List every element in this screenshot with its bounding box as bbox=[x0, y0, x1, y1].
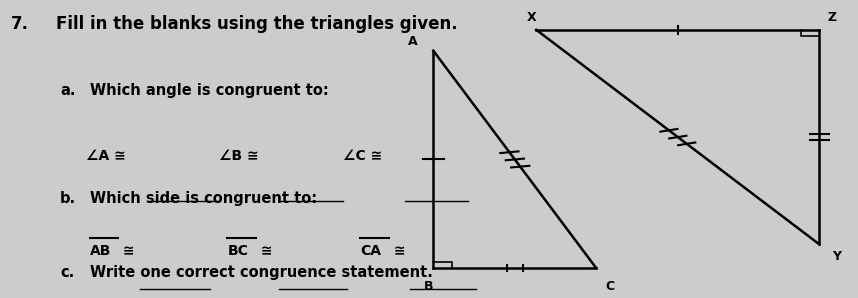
Text: AB: AB bbox=[90, 244, 112, 258]
Text: CA: CA bbox=[360, 244, 381, 258]
Text: c.: c. bbox=[60, 265, 75, 280]
Text: ≅: ≅ bbox=[256, 244, 272, 258]
Text: Z: Z bbox=[828, 11, 837, 24]
Text: Which angle is congruent to:: Which angle is congruent to: bbox=[90, 83, 329, 98]
Text: 7.: 7. bbox=[11, 15, 29, 33]
Text: b.: b. bbox=[60, 191, 76, 206]
Text: a.: a. bbox=[60, 83, 76, 98]
Text: Y: Y bbox=[832, 250, 841, 263]
Text: A: A bbox=[408, 35, 418, 48]
Text: B: B bbox=[424, 280, 434, 293]
Text: ≅: ≅ bbox=[389, 244, 405, 258]
Text: BC: BC bbox=[227, 244, 248, 258]
Text: ≅: ≅ bbox=[118, 244, 135, 258]
Text: X: X bbox=[527, 11, 537, 24]
Text: Write one correct congruence statement.: Write one correct congruence statement. bbox=[90, 265, 433, 280]
Text: Fill in the blanks using the triangles given.: Fill in the blanks using the triangles g… bbox=[56, 15, 457, 33]
Text: ∠A ≅: ∠A ≅ bbox=[86, 149, 125, 163]
Text: Which side is congruent to:: Which side is congruent to: bbox=[90, 191, 317, 206]
Text: C: C bbox=[605, 280, 614, 293]
Text: ∠B ≅: ∠B ≅ bbox=[219, 149, 258, 163]
Text: ∠C ≅: ∠C ≅ bbox=[343, 149, 383, 163]
